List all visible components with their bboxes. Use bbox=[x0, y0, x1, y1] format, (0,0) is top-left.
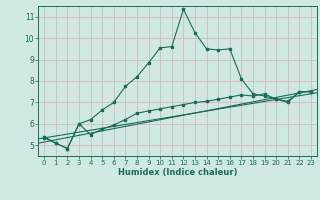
X-axis label: Humidex (Indice chaleur): Humidex (Indice chaleur) bbox=[118, 168, 237, 177]
